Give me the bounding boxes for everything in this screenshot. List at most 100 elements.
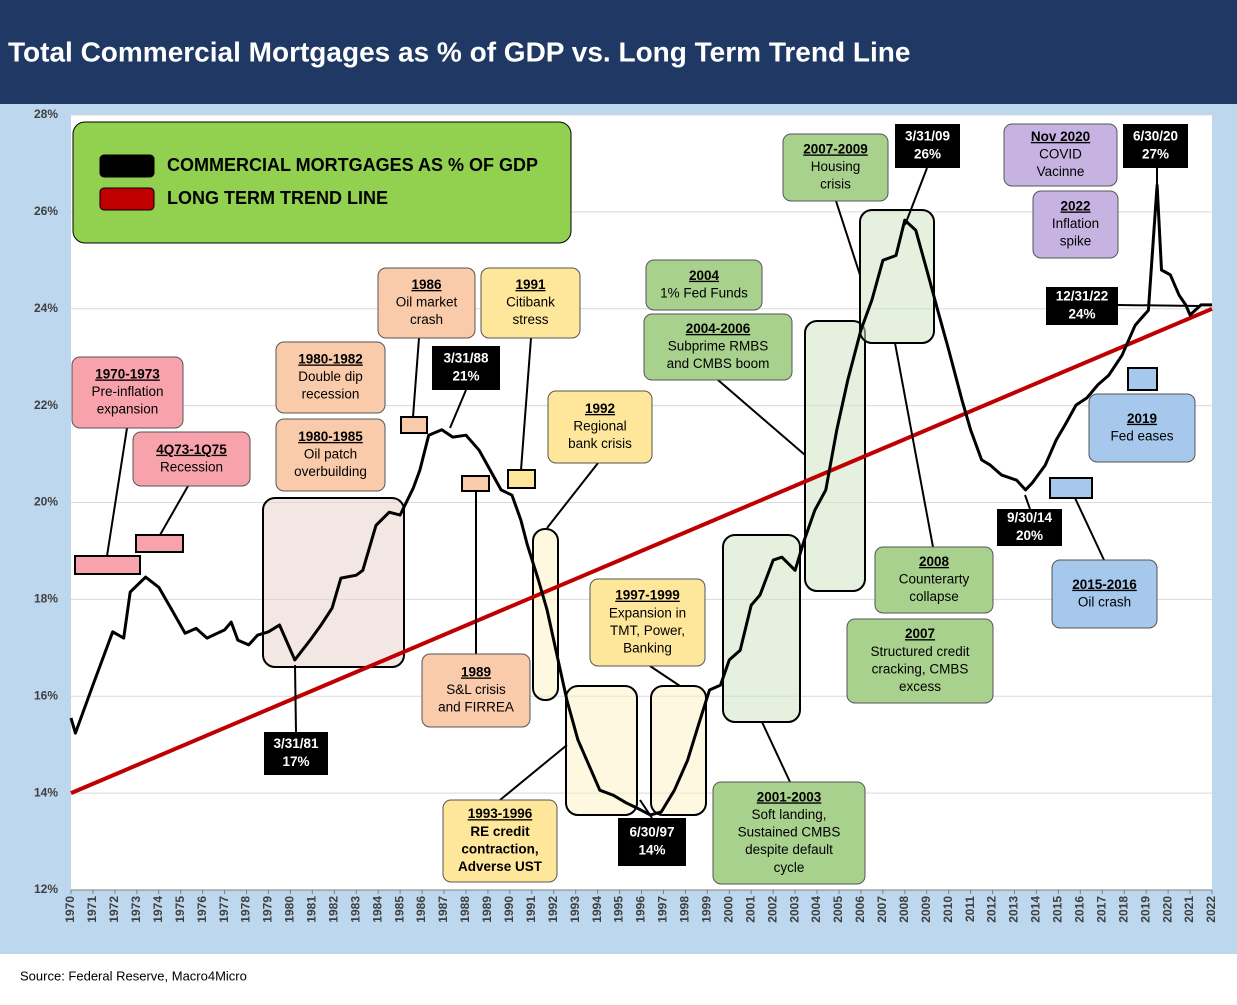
period-box — [650, 685, 707, 816]
x-tick-label: 1970 — [63, 896, 77, 923]
callout-text: 3/31/81 — [273, 736, 319, 751]
annotation-box — [421, 653, 531, 728]
x-tick-label: 1982 — [326, 896, 340, 923]
callout-text: 27% — [1142, 147, 1169, 162]
callout-box — [1123, 124, 1188, 168]
legend-label: COMMERCIAL MORTGAGES AS % OF GDP — [167, 155, 538, 175]
source-note: Source: Federal Reserve, Macro4Micro — [20, 968, 247, 983]
annotation-text: Adverse UST — [458, 859, 543, 874]
series-line — [70, 306, 1213, 795]
callout-text: 6/30/20 — [1133, 129, 1178, 144]
annotation-box — [589, 578, 706, 667]
legend-box — [72, 121, 572, 244]
x-tick-label: 2002 — [765, 896, 779, 923]
x-tick-label: 2009 — [919, 896, 933, 923]
annotation-text: 1970-1973 — [95, 366, 160, 381]
x-tick-label: 1985 — [392, 896, 406, 923]
x-tick-label: 1981 — [305, 896, 319, 923]
x-tick-label: 1976 — [195, 896, 209, 923]
x-tick-label: 1989 — [480, 896, 494, 923]
legend-swatch — [99, 187, 155, 211]
annotation-text: Vacinne — [1037, 164, 1085, 179]
annotation-box — [377, 267, 476, 339]
annotation-box — [1051, 559, 1158, 629]
leader-line — [717, 379, 806, 456]
leader-line — [761, 721, 791, 783]
annotation-text: Housing — [811, 159, 861, 174]
x-tick-label: 1979 — [261, 896, 275, 923]
annotation-box — [1032, 190, 1119, 259]
x-tick-label: 2019 — [1138, 896, 1152, 923]
period-box — [532, 528, 559, 701]
annotation-text: and CMBS boom — [667, 356, 770, 371]
annotation-box — [643, 313, 793, 381]
annotation-box — [1088, 393, 1196, 463]
annotation-box — [275, 341, 386, 414]
y-tick-label: 14% — [34, 785, 58, 799]
x-tick-label: 1994 — [590, 896, 604, 923]
x-tick-label: 2014 — [1029, 896, 1043, 923]
annotation-text: 1986 — [411, 277, 442, 292]
annotation-text: 2015-2016 — [1072, 577, 1137, 592]
x-tick-label: 1988 — [458, 896, 472, 923]
leader-line — [412, 337, 420, 418]
annotation-text: S&L crisis — [446, 682, 506, 697]
x-tick-label: 2013 — [1007, 896, 1021, 923]
legend-swatch — [99, 154, 155, 178]
annotation-text: RE credit — [470, 824, 530, 839]
annotation-text: COVID — [1039, 147, 1082, 162]
annotation-box — [442, 799, 558, 883]
annotation-text: Citibank — [506, 295, 555, 310]
leader-line — [449, 389, 467, 429]
annotation-text: and FIRREA — [438, 700, 514, 715]
annotation-box — [275, 418, 386, 492]
annotation-text: 1989 — [461, 664, 491, 679]
annotation-text: expansion — [97, 402, 159, 417]
y-tick-label: 26% — [34, 204, 58, 218]
annotation-box — [71, 356, 184, 429]
period-marker — [1127, 367, 1158, 391]
annotation-text: Counterarty — [899, 572, 970, 587]
annotation-text: excess — [899, 679, 941, 694]
annotation-text: collapse — [909, 589, 959, 604]
x-tick-label: 2005 — [831, 896, 845, 923]
period-box — [262, 497, 405, 668]
leader-line — [639, 799, 653, 819]
callout-box — [264, 732, 328, 775]
leader-line — [106, 427, 128, 557]
annotation-text: crash — [410, 312, 443, 327]
x-tick-label: 2011 — [963, 896, 977, 922]
annotation-text: Structured credit — [870, 644, 969, 659]
period-marker — [507, 469, 536, 489]
chart-title: Total Commercial Mortgages as % of GDP v… — [8, 36, 910, 67]
annotation-box — [480, 267, 581, 339]
x-tick-label: 2012 — [985, 896, 999, 923]
annotation-text: 4Q73-1Q75 — [156, 442, 227, 457]
period-marker — [400, 416, 428, 434]
callout-text: 24% — [1068, 307, 1095, 322]
x-tick-label: 1990 — [502, 896, 516, 923]
annotation-text: 2022 — [1060, 198, 1090, 213]
x-tick-label: 1992 — [546, 896, 560, 923]
annotation-box — [874, 546, 994, 614]
annotation-box — [1003, 123, 1118, 187]
x-tick-label: 2004 — [809, 896, 823, 923]
x-tick-label: 2015 — [1051, 896, 1065, 923]
leader-line — [159, 485, 189, 536]
annotation-box — [846, 618, 994, 704]
annotation-text: bank crisis — [568, 436, 632, 451]
x-tick-label: 1997 — [656, 896, 670, 923]
x-tick-label: 1987 — [436, 896, 450, 923]
annotation-text: 2019 — [1127, 411, 1157, 426]
annotation-text: Sustained CMBS — [738, 825, 841, 840]
period-box — [859, 209, 935, 344]
x-tick-label: 1993 — [568, 896, 582, 923]
x-tick-label: 2020 — [1160, 896, 1174, 923]
y-tick-label: 22% — [34, 398, 58, 412]
annotation-text: crisis — [820, 177, 851, 192]
x-tick-label: 1977 — [217, 896, 231, 923]
callout-text: 14% — [638, 843, 665, 858]
x-tick-label: 1996 — [634, 896, 648, 923]
x-tick-label: 1975 — [173, 896, 187, 923]
annotation-text: cycle — [774, 860, 805, 875]
